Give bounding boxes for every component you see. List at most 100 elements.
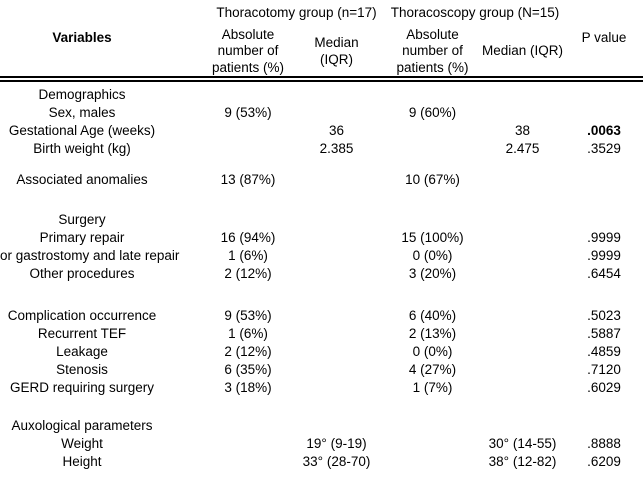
variable-label: or gastrostomy and late repair bbox=[0, 247, 180, 263]
thoracotomy-abs-count bbox=[208, 453, 288, 471]
table-row: or gastrostomy and late repair 1 (6%) 0 (0… bbox=[0, 247, 643, 265]
thoracotomy-abs-count bbox=[208, 140, 288, 158]
section-row: Demographics bbox=[0, 79, 643, 103]
thoracotomy-abs-count: 9 (53%) bbox=[224, 307, 272, 323]
comparison-table: Variables Thoracotomy group (n=17) Thora… bbox=[0, 0, 643, 471]
thoracotomy-abs-count bbox=[208, 417, 288, 435]
thoracoscopy-median bbox=[480, 247, 565, 265]
thoracoscopy-abs-count: 2 (13%) bbox=[408, 325, 457, 341]
thoracotomy-group-header: Thoracotomy group (n=17) bbox=[216, 5, 377, 21]
variable-label: Birth weight (kg) bbox=[33, 140, 131, 156]
p-value: .4859 bbox=[587, 343, 621, 359]
thoracotomy-median bbox=[288, 379, 385, 397]
p-value bbox=[565, 104, 643, 122]
p-value: .9999 bbox=[587, 247, 621, 263]
thoracotomy-median: 2.385 bbox=[319, 140, 354, 156]
thoracoscopy-median bbox=[480, 79, 565, 103]
thoracotomy-median bbox=[288, 211, 385, 229]
thoracotomy-abs-count: 16 (94%) bbox=[220, 229, 276, 245]
thoracotomy-abs-count: 3 (18%) bbox=[224, 379, 272, 395]
thoracoscopy-median bbox=[480, 417, 565, 435]
thoracoscopy-abs-count: 3 (20%) bbox=[408, 265, 457, 281]
thoracotomy-median bbox=[288, 79, 385, 103]
thoracoscopy-abs-count: 6 (40%) bbox=[408, 307, 457, 323]
spacer-row bbox=[0, 189, 643, 211]
section-row: Auxological parameters bbox=[0, 417, 643, 435]
p-value-header-label: P value bbox=[581, 29, 627, 45]
table-row: Complication occurrence 9 (53%) 6 (40%) .50… bbox=[0, 307, 643, 325]
thoracotomy-median: 36 bbox=[328, 122, 345, 138]
section-label: Auxological parameters bbox=[11, 417, 153, 433]
thoracoscopy-abs-count: 0 (0%) bbox=[412, 343, 453, 359]
thoracotomy-abs-count bbox=[208, 435, 288, 453]
thoracotomy-abs-count: 2 (12%) bbox=[224, 343, 272, 359]
table-row: Birth weight (kg) 2.385 2.475 .3529 bbox=[0, 140, 643, 158]
p-value bbox=[565, 211, 643, 229]
p-value: .8888 bbox=[587, 435, 621, 451]
thoracotomy-abs-count: 1 (6%) bbox=[228, 325, 268, 341]
median-iqr-header-text: Median (IQR) bbox=[481, 43, 564, 59]
thoracotomy-median bbox=[288, 417, 385, 435]
thoracoscopy-median bbox=[480, 265, 565, 283]
abs-patients-header-text: Absolute number of patients (%) bbox=[396, 27, 469, 75]
variable-label: Primary repair bbox=[39, 229, 125, 245]
variable-label: Height bbox=[62, 453, 102, 469]
thoracotomy-median bbox=[288, 229, 385, 247]
thoracoscopy-abs-count: 15 (100%) bbox=[401, 229, 464, 245]
thoracoscopy-median bbox=[480, 361, 565, 379]
thoracoscopy-median-iqr-header: Median (IQR) bbox=[480, 27, 565, 83]
thoracotomy-abs-count: 2 (12%) bbox=[224, 265, 272, 281]
section-label: Demographics bbox=[38, 87, 126, 103]
table-row: Height 33° (28-70) 38° (12-82) .6209 bbox=[0, 453, 643, 471]
variable-label: Sex, males bbox=[48, 104, 116, 120]
variable-label: Gestational Age (weeks) bbox=[8, 122, 156, 138]
p-value: .6454 bbox=[587, 265, 621, 281]
thoracotomy-abs-count bbox=[208, 79, 288, 103]
p-value bbox=[565, 171, 643, 189]
thoracoscopy-median bbox=[480, 325, 565, 343]
thoracoscopy-group-header: Thoracoscopy group (N=15) bbox=[390, 5, 560, 21]
variable-label: Other procedures bbox=[29, 265, 135, 281]
thoracoscopy-abs-count: 9 (60%) bbox=[408, 104, 457, 120]
thoracoscopy-abs-patients-header: Absolute number of patients (%) bbox=[385, 27, 480, 83]
thoracoscopy-abs-count bbox=[385, 79, 480, 103]
p-value: .7120 bbox=[587, 361, 621, 377]
p-value: .5023 bbox=[587, 307, 621, 323]
thoracotomy-median bbox=[288, 104, 385, 122]
thoracoscopy-median bbox=[480, 104, 565, 122]
thoracotomy-median bbox=[288, 325, 385, 343]
thoracoscopy-median: 38° (12-82) bbox=[488, 453, 557, 469]
table-row: Recurrent TEF 1 (6%) 2 (13%) .5887 bbox=[0, 325, 643, 343]
variable-label: Stenosis bbox=[56, 361, 108, 377]
p-value bbox=[565, 79, 643, 103]
thoracoscopy-median bbox=[480, 171, 565, 189]
thoracotomy-abs-patients-header: Absolute number of patients (%) bbox=[208, 27, 288, 83]
abs-patients-header-text: Absolute number of patients (%) bbox=[211, 27, 285, 75]
thoracoscopy-median bbox=[480, 307, 565, 325]
thoracotomy-abs-count: 1 (6%) bbox=[228, 247, 268, 263]
p-value: .5887 bbox=[587, 325, 621, 341]
table-row: Sex, males 9 (53%) 9 (60%) bbox=[0, 104, 643, 122]
variable-label: Recurrent TEF bbox=[37, 325, 127, 341]
p-value: .6209 bbox=[587, 453, 621, 469]
thoracotomy-median bbox=[288, 171, 385, 189]
spacer-row bbox=[0, 283, 643, 307]
thoracotomy-median: 33° (28-70) bbox=[302, 453, 371, 469]
p-value: .0063 bbox=[587, 122, 621, 138]
spacer-cell bbox=[0, 158, 643, 171]
spacer-row bbox=[0, 397, 643, 417]
spacer-cell bbox=[0, 397, 643, 417]
thoracoscopy-abs-count bbox=[385, 211, 480, 229]
thoracoscopy-median: 2.475 bbox=[505, 140, 540, 156]
table-row: Primary repair 16 (94%) 15 (100%) .9999 bbox=[0, 229, 643, 247]
p-value: .6029 bbox=[587, 379, 621, 395]
group-header-row: Variables Thoracotomy group (n=17) Thora… bbox=[0, 0, 643, 83]
thoracoscopy-abs-count: 4 (27%) bbox=[408, 361, 457, 377]
section-label: Surgery bbox=[58, 211, 106, 227]
thoracotomy-median bbox=[288, 307, 385, 325]
thoracoscopy-abs-count bbox=[385, 435, 480, 453]
p-value-column-header: P value bbox=[565, 0, 643, 83]
section-row: Surgery bbox=[0, 211, 643, 229]
thoracoscopy-median bbox=[480, 379, 565, 397]
thoracoscopy-abs-count bbox=[385, 417, 480, 435]
